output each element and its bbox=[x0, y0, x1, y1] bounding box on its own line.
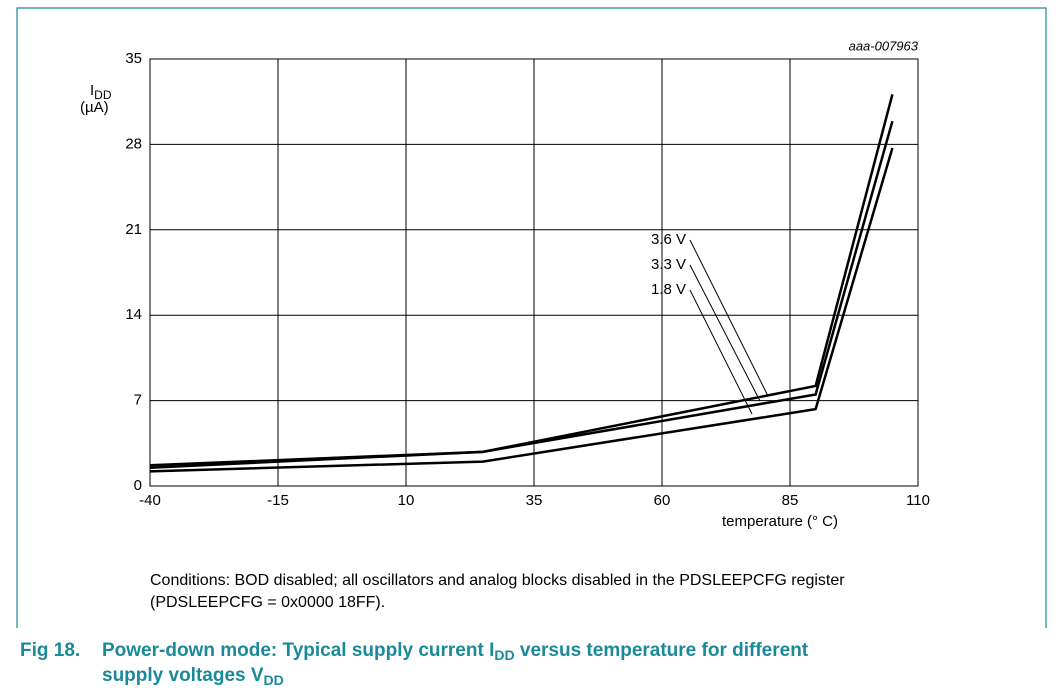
y-tick-label: 35 bbox=[125, 50, 142, 67]
x-tick-label: 85 bbox=[782, 492, 799, 509]
x-tick-label: 35 bbox=[526, 492, 543, 509]
x-axis-label: temperature (° C) bbox=[722, 513, 838, 530]
series-line bbox=[149, 120, 894, 469]
caption-number: Fig 18. bbox=[20, 640, 80, 661]
x-tick-label: 10 bbox=[398, 492, 415, 509]
conditions-line: (PDSLEEPCFG = 0x0000 18FF). bbox=[150, 594, 385, 611]
series-label: 3.6 V bbox=[651, 231, 686, 248]
caption-part: Power-down mode: Typical supply current … bbox=[102, 640, 494, 661]
caption-part: supply voltages V bbox=[102, 665, 264, 686]
y-tick-label: 21 bbox=[125, 221, 142, 238]
y-tick-label: 28 bbox=[125, 135, 142, 152]
series-line bbox=[149, 147, 894, 473]
y-tick-label: 0 bbox=[134, 477, 142, 494]
x-tick-label: -15 bbox=[267, 492, 289, 509]
y-axis-unit: (µA) bbox=[80, 99, 109, 116]
caption-line: Power-down mode: Typical supply current … bbox=[102, 640, 809, 663]
x-tick-label: -40 bbox=[139, 492, 161, 509]
leader-lines bbox=[689, 239, 769, 415]
conditions-line: Conditions: BOD disabled; all oscillator… bbox=[150, 572, 845, 589]
y-tick-label: 7 bbox=[134, 392, 142, 409]
y-label-sub: DD bbox=[94, 88, 112, 102]
series-line bbox=[149, 94, 894, 467]
leader-line bbox=[689, 239, 769, 397]
y-tick-label: 14 bbox=[125, 306, 142, 323]
caption-sub: DD bbox=[494, 647, 514, 663]
caption-sub: DD bbox=[264, 672, 284, 688]
caption-line: supply voltages VDD bbox=[102, 665, 284, 688]
x-tick-label: 60 bbox=[654, 492, 671, 509]
frame bbox=[16, 7, 1047, 628]
figure-code: aaa-007963 bbox=[849, 38, 919, 53]
leader-line bbox=[689, 289, 753, 415]
y-label-main: I bbox=[90, 82, 94, 99]
series-label: 1.8 V bbox=[651, 281, 686, 298]
y-axis-label: IDD bbox=[90, 82, 112, 102]
leader-line bbox=[689, 264, 761, 402]
x-tick-label: 110 bbox=[906, 492, 930, 509]
caption-part: versus temperature for different bbox=[515, 640, 809, 661]
series-label: 3.3 V bbox=[651, 256, 686, 273]
